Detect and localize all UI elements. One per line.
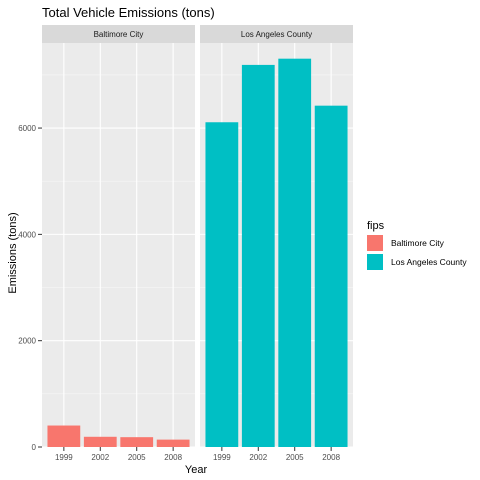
x-tick-label: 2005: [286, 453, 304, 462]
chart-title: Total Vehicle Emissions (tons): [42, 5, 215, 20]
y-axis-title: Emissions (tons): [7, 212, 19, 293]
bar-los-angeles-county-2008: [314, 105, 348, 447]
x-tick-label: 2008: [322, 453, 340, 462]
y-tick-label: 6000: [18, 124, 36, 133]
bar-los-angeles-county-2005: [278, 58, 312, 447]
legend-swatch: [367, 235, 383, 251]
legend-title: fips: [367, 220, 385, 232]
bar-baltimore-city-2008: [156, 439, 190, 447]
legend-label: Baltimore City: [391, 238, 445, 248]
bar-baltimore-city-2005: [120, 437, 154, 447]
x-tick-label: 2002: [91, 453, 109, 462]
facet-panels: Baltimore City 1999 2002 2005 2008 Los Angele…: [42, 25, 353, 462]
y-tick-label: 0: [32, 443, 37, 452]
x-tick-label: 2005: [128, 453, 146, 462]
x-tick-label: 2008: [164, 453, 182, 462]
bar-baltimore-city-2002: [83, 436, 117, 447]
panel-background: [42, 43, 195, 447]
bar-los-angeles-county-2002: [241, 64, 275, 447]
legend: fips Baltimore City Los Angeles County: [367, 220, 467, 270]
x-axis-title: Year: [185, 464, 208, 476]
legend-swatch: [367, 254, 383, 270]
y-tick-label: 4000: [18, 230, 36, 239]
facet-strip: [42, 25, 195, 43]
facet-strip: [200, 25, 353, 43]
legend-label: Los Angeles County: [391, 257, 467, 267]
facet-strip-label: Los Angeles County: [241, 30, 312, 39]
y-tick-label: 2000: [18, 337, 36, 346]
x-tick-label: 1999: [55, 453, 73, 462]
bar-los-angeles-county-1999: [205, 122, 239, 447]
x-tick-label: 2002: [249, 453, 267, 462]
x-tick-label: 1999: [213, 453, 231, 462]
bar-baltimore-city-1999: [47, 425, 81, 447]
facet-strip-label: Baltimore City: [94, 30, 144, 39]
